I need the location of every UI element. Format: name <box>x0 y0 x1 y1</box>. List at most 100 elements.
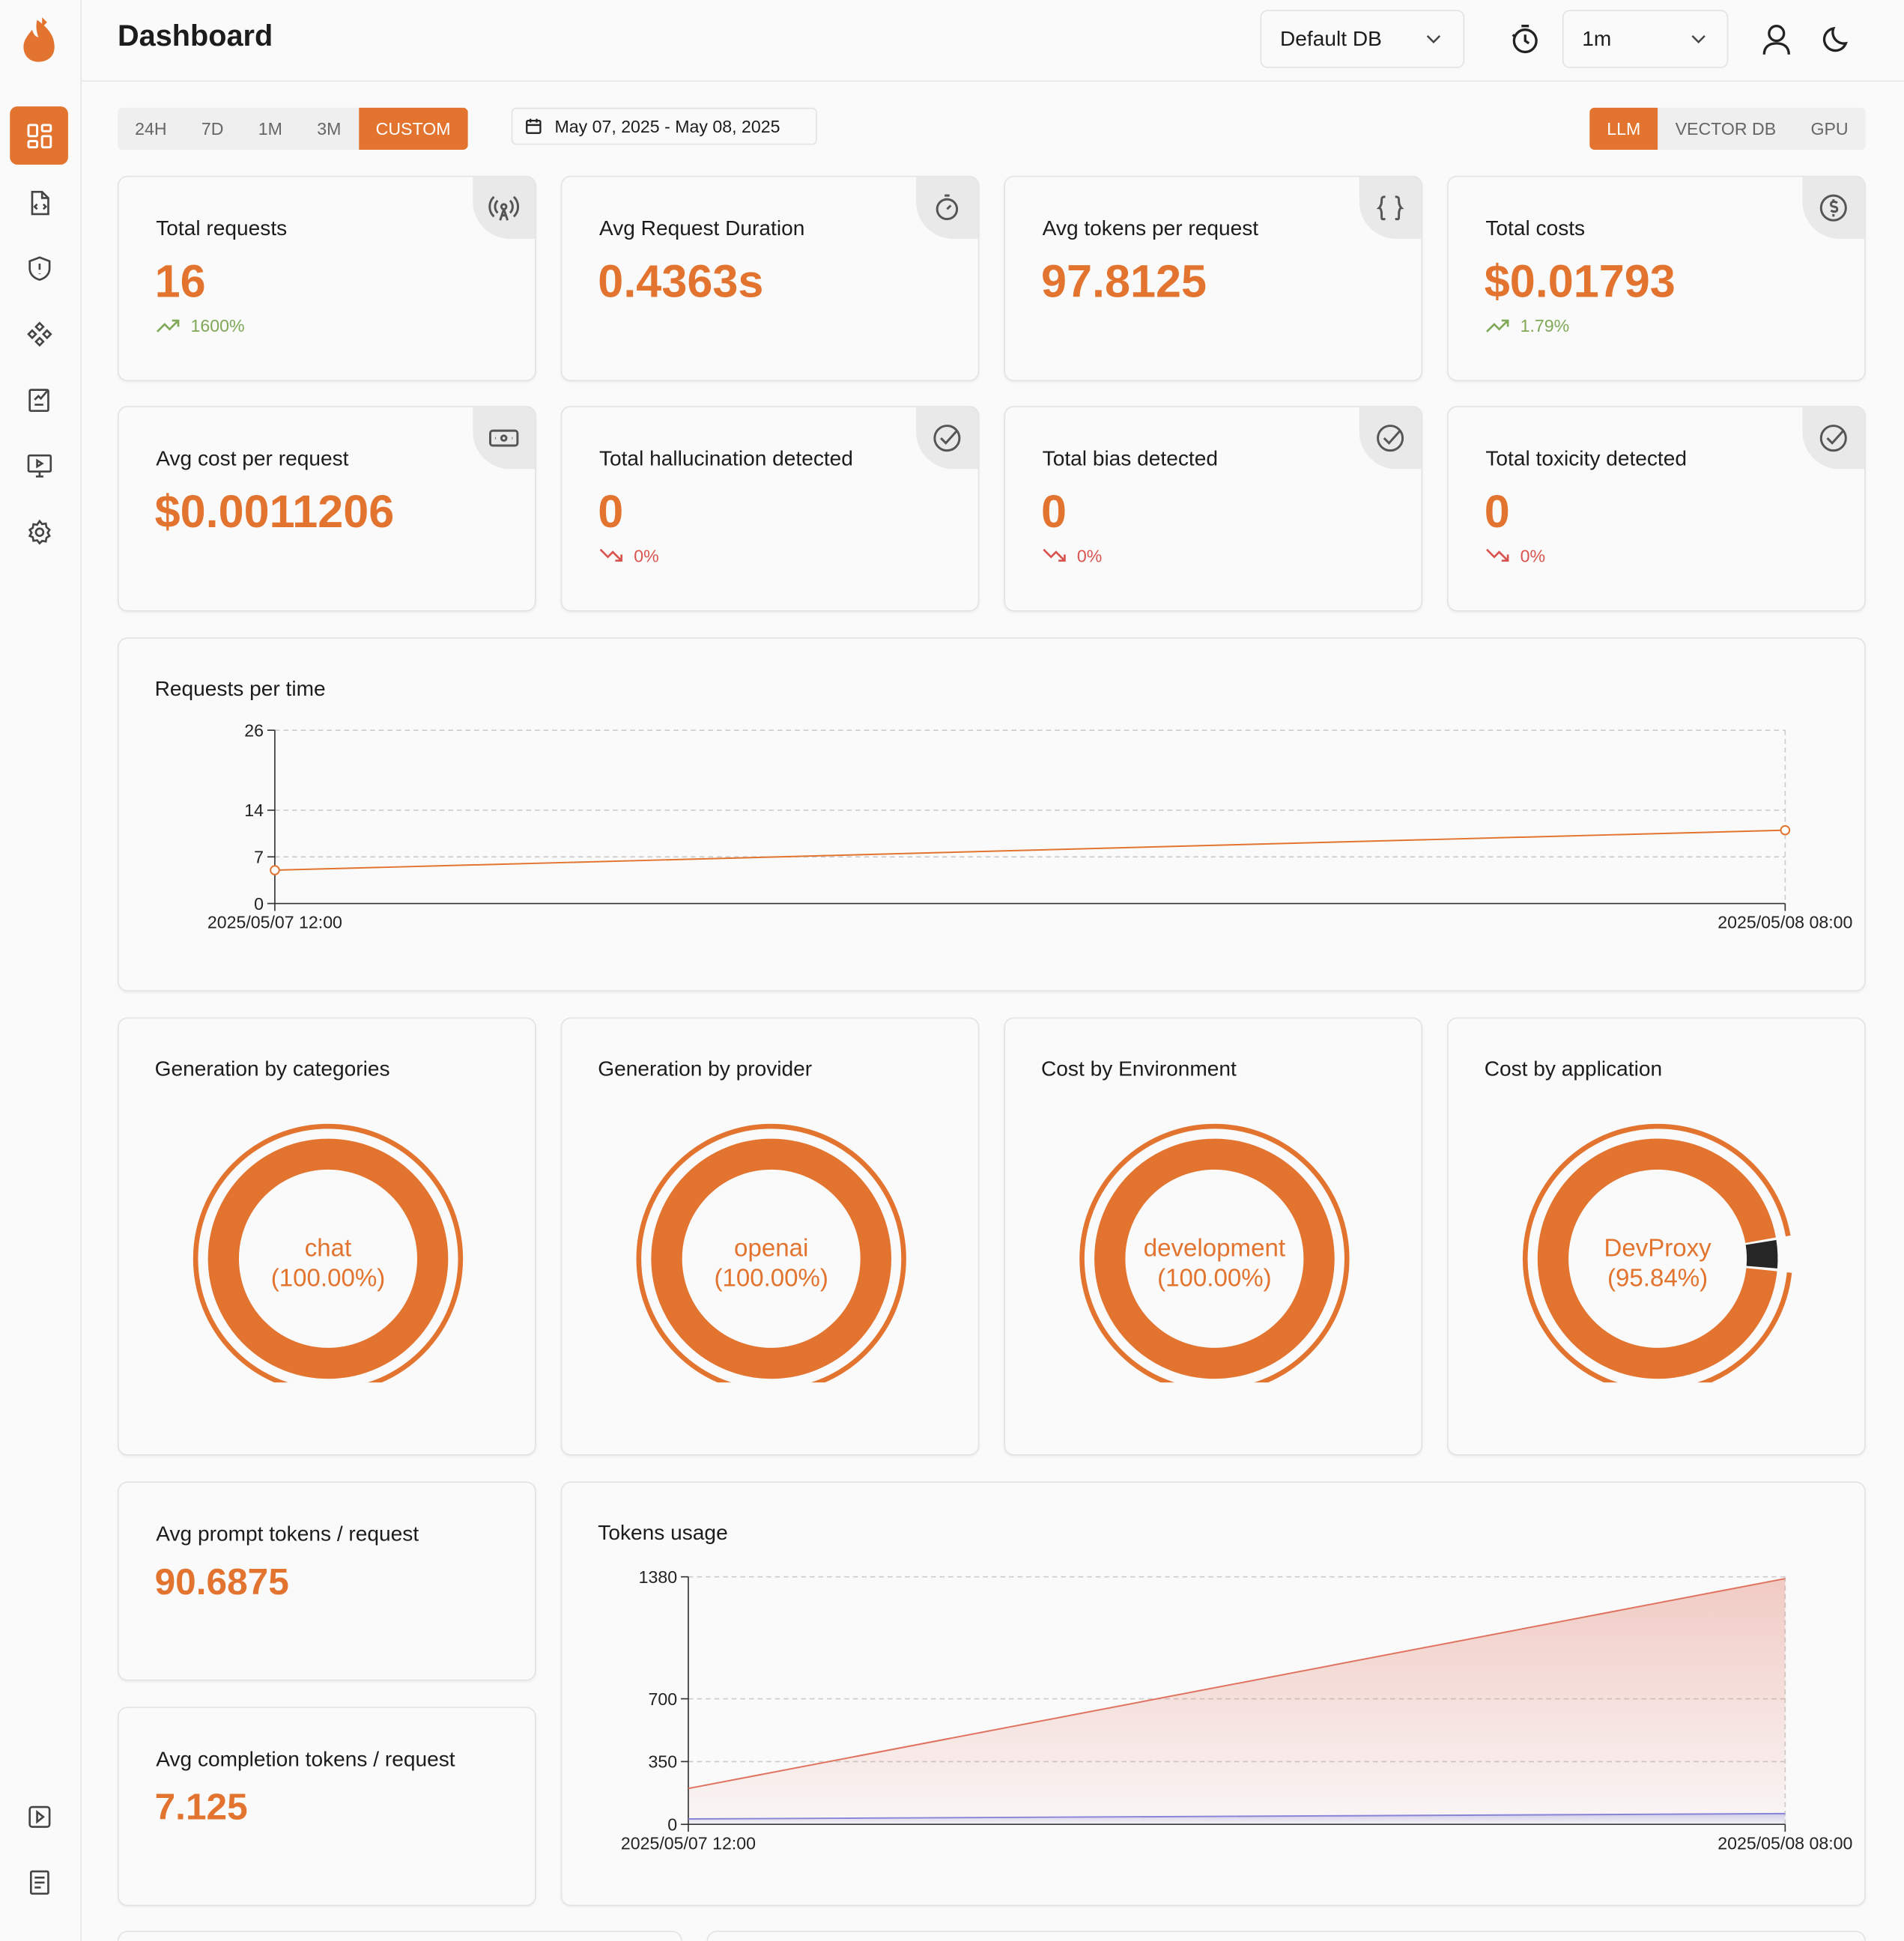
icon-part <box>489 429 519 447</box>
trend-arrow-path <box>1486 319 1509 332</box>
stat-label: Avg completion tokens / request <box>156 1747 455 1772</box>
stat-icon <box>473 407 536 470</box>
mode-tab[interactable]: LLM <box>1589 107 1658 150</box>
theme-toggle[interactable] <box>1821 23 1853 55</box>
icon-part <box>1426 35 1441 43</box>
pie-segment-outline <box>192 1123 464 1383</box>
trend-arrow-path <box>1486 548 1509 562</box>
icon-part <box>26 123 38 137</box>
icon-part <box>42 17 47 28</box>
data-point <box>1780 824 1791 836</box>
icon-part <box>28 255 50 281</box>
icon-part <box>488 195 520 221</box>
stat-value: 0 <box>1041 486 1067 538</box>
user-icon[interactable] <box>1760 22 1792 57</box>
icon-part <box>1768 25 1786 43</box>
mode-tab[interactable]: GPU <box>1810 118 1849 139</box>
time-range-tab[interactable]: 7D <box>201 118 224 139</box>
y-tick-label: 1380 <box>639 1567 677 1587</box>
nav-guard[interactable] <box>10 239 68 297</box>
refresh-select[interactable]: 1m <box>1562 10 1729 68</box>
nav-settings[interactable] <box>10 502 68 561</box>
pie-center-label: openai <box>734 1235 808 1263</box>
database-select[interactable]: Default DB <box>1260 10 1465 68</box>
time-range-tabs: 24H 7D 1M 3M CUSTOM <box>118 107 468 150</box>
refresh-icon[interactable] <box>1508 22 1542 57</box>
icon-part <box>30 190 49 215</box>
icon-part <box>1426 35 1441 43</box>
stat-icon <box>473 177 536 239</box>
icon-part <box>35 1809 45 1823</box>
icon-part <box>27 518 51 544</box>
icon-part <box>28 1805 50 1828</box>
nav-monitor[interactable] <box>10 436 68 494</box>
date-picker[interactable]: May 07, 2025 - May 08, 2025 <box>511 107 817 145</box>
trend-arrow-path <box>156 319 180 332</box>
nav-components[interactable] <box>10 305 68 363</box>
mode-tabs: LLM VECTOR DB GPU <box>1589 107 1866 150</box>
icon-part <box>28 388 49 412</box>
nav-docs[interactable] <box>10 1853 68 1911</box>
icon-part <box>1822 26 1848 52</box>
stat-label: Total requests <box>156 216 288 240</box>
time-range-tab[interactable]: CUSTOM <box>358 107 468 150</box>
x-tick-label: 2025/05/07 12:00 <box>207 913 342 932</box>
icon-part <box>1376 195 1404 221</box>
mode-tab[interactable]: VECTOR DB <box>1675 118 1777 139</box>
y-tick-label: 350 <box>648 1752 677 1772</box>
x-tick-label: 2025/05/08 08:00 <box>1717 913 1852 932</box>
x-tick-label: 2025/05/07 12:00 <box>621 1833 756 1853</box>
stat-change: 0% <box>599 546 659 565</box>
chart-card: 0 7 14 26 2025/05/07 12:00 2025/05/08 08:00 Re… <box>118 637 1866 991</box>
stat-value: $0.01793 <box>1484 256 1676 307</box>
icon-part <box>940 430 958 445</box>
icon-part <box>526 118 542 134</box>
pie-segment-outline <box>1079 1123 1350 1383</box>
chart-card: DevProxy (95.84%) Cost by application <box>1447 1017 1866 1456</box>
stat-label: Avg prompt tokens / request <box>156 1522 419 1546</box>
trend-arrow <box>1486 548 1509 562</box>
stat-label: Total toxicity detected <box>1485 446 1687 471</box>
chart-title: Generation by categories <box>154 1057 390 1081</box>
chart-title: Generation by provider <box>598 1057 813 1081</box>
icon-part <box>1691 35 1706 43</box>
icon-part <box>40 123 52 132</box>
y-tick-label: 7 <box>254 848 264 867</box>
chart-card: development (100.00%) Cost by Environment <box>1004 1017 1423 1456</box>
icon-part <box>1762 42 1790 55</box>
icon-part <box>40 191 48 198</box>
icon-part <box>23 19 55 62</box>
page-title: Dashboard <box>118 19 273 54</box>
icon-part <box>35 458 43 477</box>
time-range-tab[interactable]: 1M <box>258 118 282 139</box>
stat-value: 97.8125 <box>1041 256 1207 307</box>
stat-value: 0 <box>598 486 624 538</box>
stat-card: Avg tokens per request 97.8125 <box>1004 175 1423 382</box>
icon-part <box>500 434 508 442</box>
icon-part <box>1512 28 1538 54</box>
icon-part <box>26 454 52 477</box>
series-area <box>688 1813 1786 1825</box>
logo[interactable] <box>19 15 59 64</box>
time-range-tab[interactable]: 24H <box>135 118 167 139</box>
pie-segment-outline <box>1522 1123 1793 1383</box>
nav-dashboard[interactable] <box>10 106 68 165</box>
icon-part <box>26 321 52 347</box>
chart-plot: 0 350 700 1380 2025/05/07 12:00 2025/05/08 08… <box>621 1567 1852 1853</box>
icon-part <box>1512 25 1530 45</box>
y-tick-label: 0 <box>667 1814 677 1834</box>
pie-segment <box>207 1138 449 1379</box>
stat-card: Total requests 16 1600% <box>118 175 536 382</box>
time-range-tab[interactable]: 3M <box>317 118 342 139</box>
chart-title: Tokens usage <box>598 1521 728 1545</box>
nav-requests[interactable] <box>10 173 68 231</box>
stat-card: Avg cost per request $0.0011206 <box>118 406 536 612</box>
header <box>82 0 1904 82</box>
nav-evals[interactable] <box>10 370 68 428</box>
date-range: May 07, 2025 - May 08, 2025 <box>554 116 780 136</box>
icon-part <box>32 202 47 210</box>
nav-videos[interactable] <box>10 1787 68 1846</box>
icon-part <box>34 526 44 537</box>
